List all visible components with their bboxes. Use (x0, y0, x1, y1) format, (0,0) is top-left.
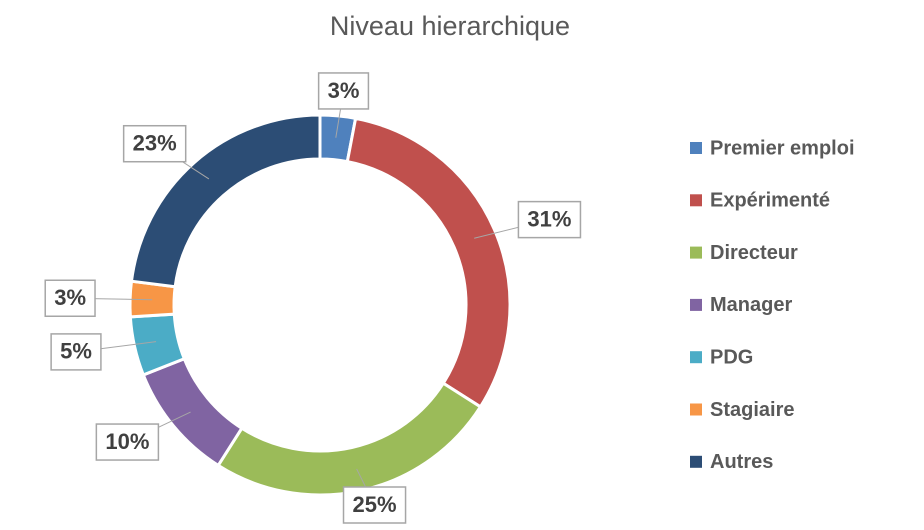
label-box (95, 423, 160, 461)
label-box (44, 279, 96, 317)
legend-label: Autres (710, 451, 773, 473)
chart-title: Niveau hierarchique (330, 11, 570, 41)
legend-swatch (690, 142, 702, 154)
legend-label: Stagiaire (710, 399, 794, 421)
label-box (342, 486, 407, 524)
legend-label: Premier emploi (710, 137, 855, 159)
data-label: 3% (54, 285, 86, 310)
legend-swatch (690, 246, 702, 259)
legend-swatch (690, 298, 702, 311)
donut-segment (129, 113, 322, 289)
donut-segment (216, 381, 483, 497)
legend-label: Directeur (710, 242, 798, 264)
legend-swatch (690, 351, 702, 364)
data-label: 25% (353, 492, 397, 517)
legend-swatch (690, 194, 702, 207)
label-box (50, 333, 102, 371)
data-label: 23% (133, 131, 177, 156)
data-label: 5% (60, 339, 92, 364)
donut-segment (345, 116, 512, 409)
label-box (317, 72, 370, 110)
legend-label: PDG (710, 346, 753, 368)
data-label: 10% (105, 429, 149, 454)
legend-swatch (690, 403, 702, 416)
label-box (122, 124, 187, 163)
data-label: 3% (328, 78, 360, 103)
legend-swatch (690, 455, 702, 468)
data-label: 31% (527, 206, 571, 231)
legend-label: Expérimenté (710, 190, 830, 212)
label-box (517, 200, 582, 239)
legend-label: Manager (710, 294, 792, 316)
